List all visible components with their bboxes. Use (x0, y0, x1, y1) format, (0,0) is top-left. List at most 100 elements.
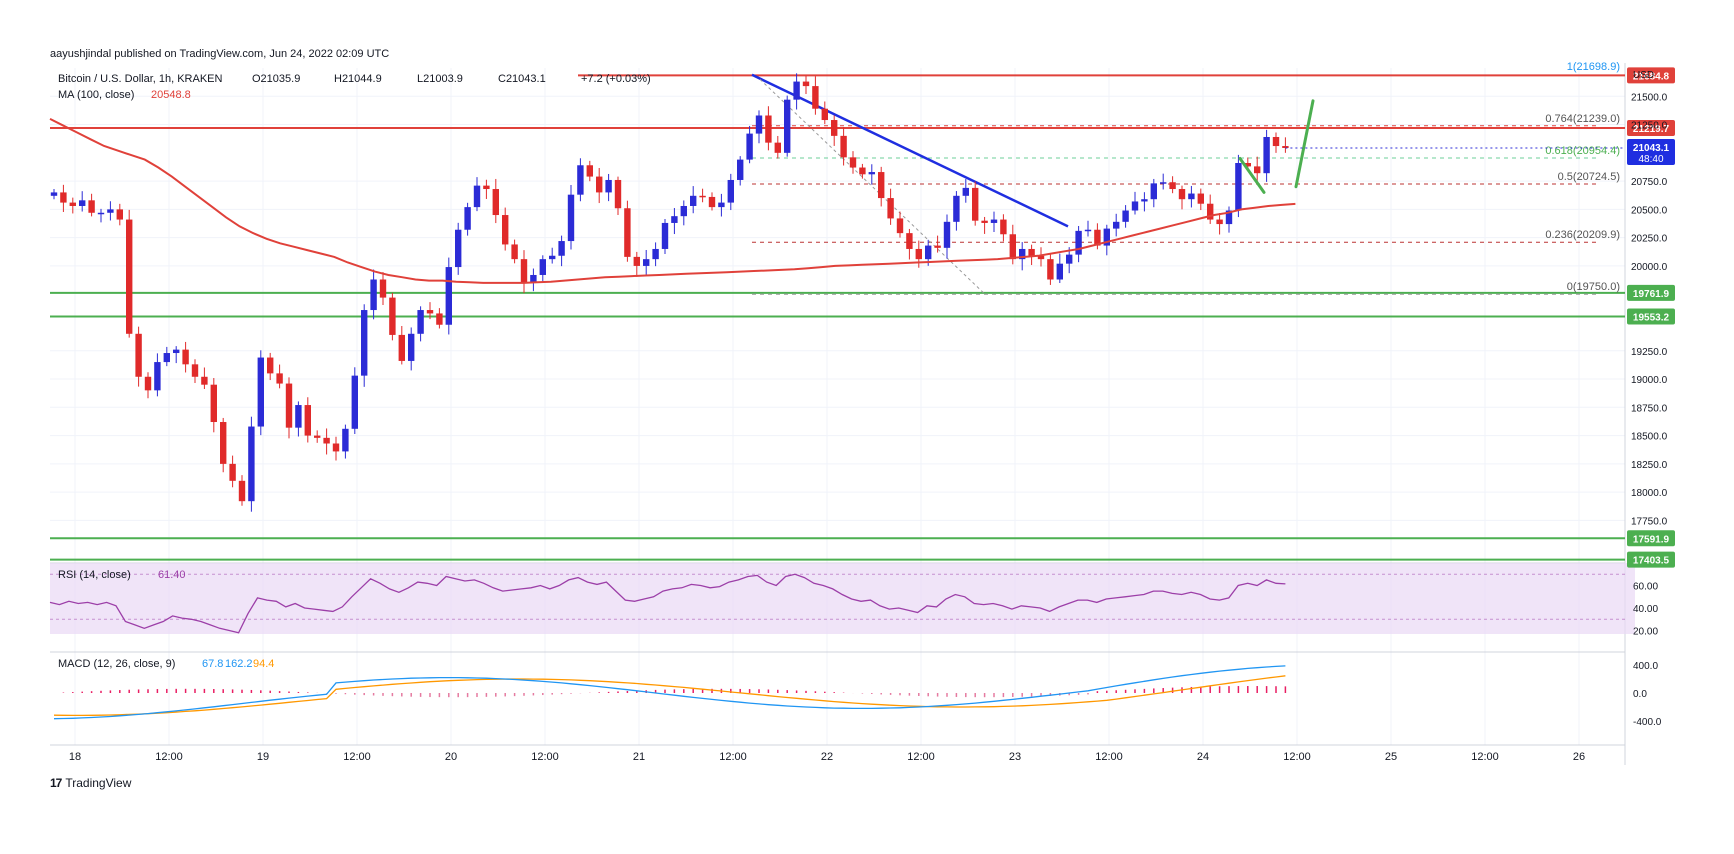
price-level-label: 21684.8 (1633, 71, 1670, 82)
macd-axis-tick: 400.0 (1633, 661, 1658, 672)
candle-body (1282, 146, 1289, 148)
candle-body (1188, 193, 1195, 200)
candle-body (1066, 254, 1073, 264)
candle-body (690, 195, 697, 206)
candle-body (746, 133, 753, 160)
candle-body (60, 192, 67, 203)
candle-body (398, 334, 405, 361)
current-price-tag (1627, 138, 1675, 165)
candle-body (567, 194, 575, 242)
candle-body (596, 176, 603, 193)
rsi-line (49, 573, 1286, 634)
candle-body (896, 218, 904, 234)
tradingview-logo-icon: 17 (50, 776, 62, 790)
price-axis-tick: 17750.0 (1631, 516, 1668, 527)
candle-body (314, 435, 321, 438)
candle-body (708, 196, 716, 208)
candle-body (304, 405, 311, 436)
ma-value: 20548.8 (151, 89, 191, 101)
time-axis-tick: 19 (257, 751, 269, 763)
candle-body (633, 256, 640, 266)
candle-body (549, 255, 556, 260)
price-axis-tick: 18000.0 (1631, 488, 1668, 499)
candle-body (812, 86, 819, 109)
price-axis-tick: 21250.0 (1631, 121, 1668, 132)
candle-body (1028, 248, 1035, 256)
candle-body (191, 364, 199, 377)
candle-body (1037, 255, 1045, 260)
price-level-label: 17591.9 (1633, 534, 1670, 545)
macd-title: MACD (12, 26, close, 9) (58, 658, 175, 670)
candle-body (50, 192, 58, 196)
price-level-tag (1627, 551, 1675, 568)
candle-body (1141, 199, 1148, 202)
ohlc-high: H21044.9 (334, 73, 382, 85)
candle-body (1122, 210, 1129, 222)
price-axis-tick: 20250.0 (1631, 234, 1668, 245)
candle-body (624, 208, 631, 257)
candle-body (445, 267, 452, 325)
candle-body (972, 187, 979, 221)
candle-body (943, 221, 951, 248)
price-level-label: 19761.9 (1633, 289, 1670, 300)
candle-body (295, 405, 302, 428)
candle-body (737, 159, 744, 180)
candle-body (1094, 229, 1101, 246)
candle-body (408, 333, 415, 361)
fib-level-label: 0(19750.0) (1567, 281, 1620, 293)
ma-title: MA (100, close) (58, 89, 134, 101)
candle-body (868, 172, 875, 175)
price-axis-tick: 18250.0 (1631, 460, 1668, 471)
candle-body (1056, 263, 1063, 280)
candle-body (718, 202, 725, 208)
candle-body (116, 209, 123, 220)
candle-body (520, 259, 528, 283)
price-axis-tick: 20750.0 (1631, 177, 1668, 188)
ma-line (49, 118, 1296, 284)
price-level-label: 21219.7 (1633, 124, 1670, 135)
price-axis-tick: 18750.0 (1631, 403, 1668, 414)
candle-body (1235, 163, 1242, 211)
ohlc-open: O21035.9 (252, 73, 300, 85)
price-level-tag (1627, 119, 1675, 136)
time-axis-tick: 26 (1573, 751, 1585, 763)
candle-body (558, 241, 565, 256)
candle-body (577, 165, 584, 195)
time-axis-tick: 12:00 (531, 751, 559, 763)
tradingview-brand[interactable]: 17 TradingView (50, 776, 131, 790)
candle-body (1000, 219, 1007, 235)
publication-header: aayushjindal published on TradingView.co… (50, 48, 390, 60)
price-level-tag (1627, 308, 1675, 325)
candle-body (661, 222, 669, 249)
candle-body (1254, 166, 1261, 174)
fib-level-label: 0.618(20954.4) (1545, 145, 1620, 157)
macd-line (53, 665, 1286, 720)
candle-body (990, 219, 998, 223)
candle-body (464, 207, 471, 230)
fib-level-label: 0.764(21239.0) (1545, 113, 1620, 125)
candle-body (97, 212, 105, 215)
price-axis-tick: 19000.0 (1631, 375, 1668, 386)
fib-level-label: 0.236(20209.9) (1545, 229, 1620, 241)
bearish-trend-line (751, 73, 1069, 228)
candle-body (530, 274, 537, 283)
candle-body (906, 233, 913, 249)
candle-body (276, 373, 283, 384)
rsi-value: 61.40 (158, 569, 186, 581)
candle-body (925, 245, 932, 260)
candle-body (483, 185, 490, 190)
time-axis-tick: 20 (445, 751, 457, 763)
candle-body (1178, 189, 1186, 200)
candle-body (201, 376, 208, 385)
candle-body (821, 108, 828, 121)
candle-body (361, 310, 368, 376)
candle-body (79, 200, 86, 206)
time-axis-tick: 22 (821, 751, 833, 763)
candle-body (1075, 230, 1082, 255)
candle-body (1263, 136, 1270, 174)
candle-body (614, 179, 622, 209)
candle-body (502, 215, 509, 245)
candle-body (1272, 136, 1280, 147)
candle-body (229, 463, 236, 481)
